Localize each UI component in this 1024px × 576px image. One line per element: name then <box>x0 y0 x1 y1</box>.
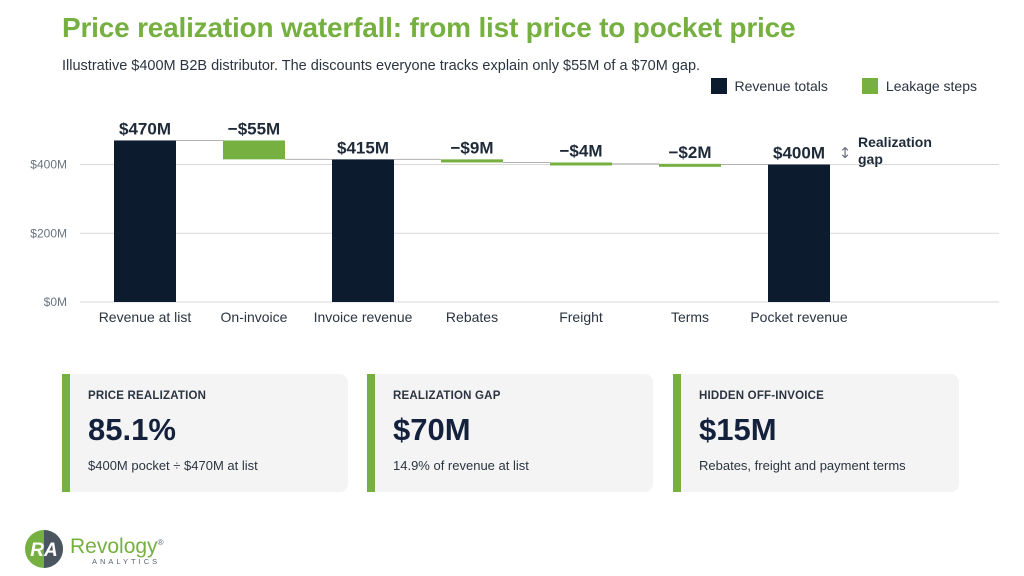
category-label: Rebates <box>446 309 498 325</box>
svg-text:RA: RA <box>30 540 57 561</box>
category-label: Freight <box>559 309 603 325</box>
y-tick-label: $200M <box>30 226 67 240</box>
waterfall-chart: $0M $200M $400M $470M Revenue at list −$55M On… <box>30 119 999 325</box>
page-title: Price realization waterfall: from list p… <box>62 12 796 43</box>
logo-registered-mark: ® <box>157 537 164 547</box>
category-label: Terms <box>671 309 709 325</box>
kpi-card-price-realization: PRICE REALIZATION 85.1% $400M pocket ÷ $… <box>62 374 348 492</box>
y-tick-label: $0M <box>44 295 67 309</box>
leakage-bar <box>441 159 503 163</box>
kpi-value: $70M <box>393 412 471 447</box>
kpi-note: Rebates, freight and payment terms <box>699 458 906 473</box>
company-logo: RA Revology® ANALYTICS <box>24 529 163 569</box>
leakage-bar <box>550 162 612 166</box>
legend-item-totals: Revenue totals <box>710 78 828 94</box>
kpi-value: 85.1% <box>88 412 176 447</box>
legend-label-totals: Revenue totals <box>734 78 828 94</box>
kpi-value: $15M <box>699 412 777 447</box>
kpi-note: 14.9% of revenue at list <box>393 458 529 473</box>
chart-legend: Revenue totals Leakage steps <box>710 78 977 94</box>
revology-ra-logo-icon: RA <box>25 530 63 568</box>
realization-gap-label: Realization <box>858 134 932 150</box>
leakage-bar <box>223 140 285 160</box>
logo-subtitle: ANALYTICS <box>92 556 161 566</box>
data-label: −$4M <box>560 141 603 160</box>
kpi-card-hidden-off-invoice: HIDDEN OFF-INVOICE $15M Rebates, freight… <box>673 374 959 492</box>
kpi-label: HIDDEN OFF-INVOICE <box>699 390 824 402</box>
y-tick-label: $400M <box>30 158 67 172</box>
category-label: Pocket revenue <box>750 309 847 325</box>
realization-gap-arrow: ↕ <box>839 144 852 162</box>
data-label: −$2M <box>669 143 712 162</box>
category-label: On-invoice <box>221 309 288 325</box>
total-bar <box>768 164 830 302</box>
kpi-card-realization-gap: REALIZATION GAP $70M 14.9% of revenue at… <box>367 374 653 492</box>
legend-label-leakage: Leakage steps <box>885 78 977 94</box>
data-label: $470M <box>119 119 171 138</box>
data-label: $415M <box>337 138 389 157</box>
legend-swatch-leakage <box>861 78 878 94</box>
page-subtitle: Illustrative $400M B2B distributor. The … <box>62 58 701 74</box>
category-label: Revenue at list <box>99 309 192 325</box>
legend-swatch-totals <box>710 78 727 94</box>
total-bar <box>332 159 394 302</box>
data-label: −$9M <box>451 138 494 157</box>
legend-item-leakage: Leakage steps <box>861 78 977 94</box>
kpi-label: PRICE REALIZATION <box>88 390 207 402</box>
data-label: −$55M <box>228 119 280 138</box>
total-bar <box>114 140 176 302</box>
kpi-label: REALIZATION GAP <box>393 390 501 402</box>
data-label: $400M <box>773 144 825 163</box>
logo-name: Revology <box>70 534 158 558</box>
kpi-note: $400M pocket ÷ $470M at list <box>88 458 258 473</box>
leakage-bar <box>659 163 721 167</box>
category-label: Invoice revenue <box>314 309 413 325</box>
realization-gap-label: gap <box>858 151 883 167</box>
